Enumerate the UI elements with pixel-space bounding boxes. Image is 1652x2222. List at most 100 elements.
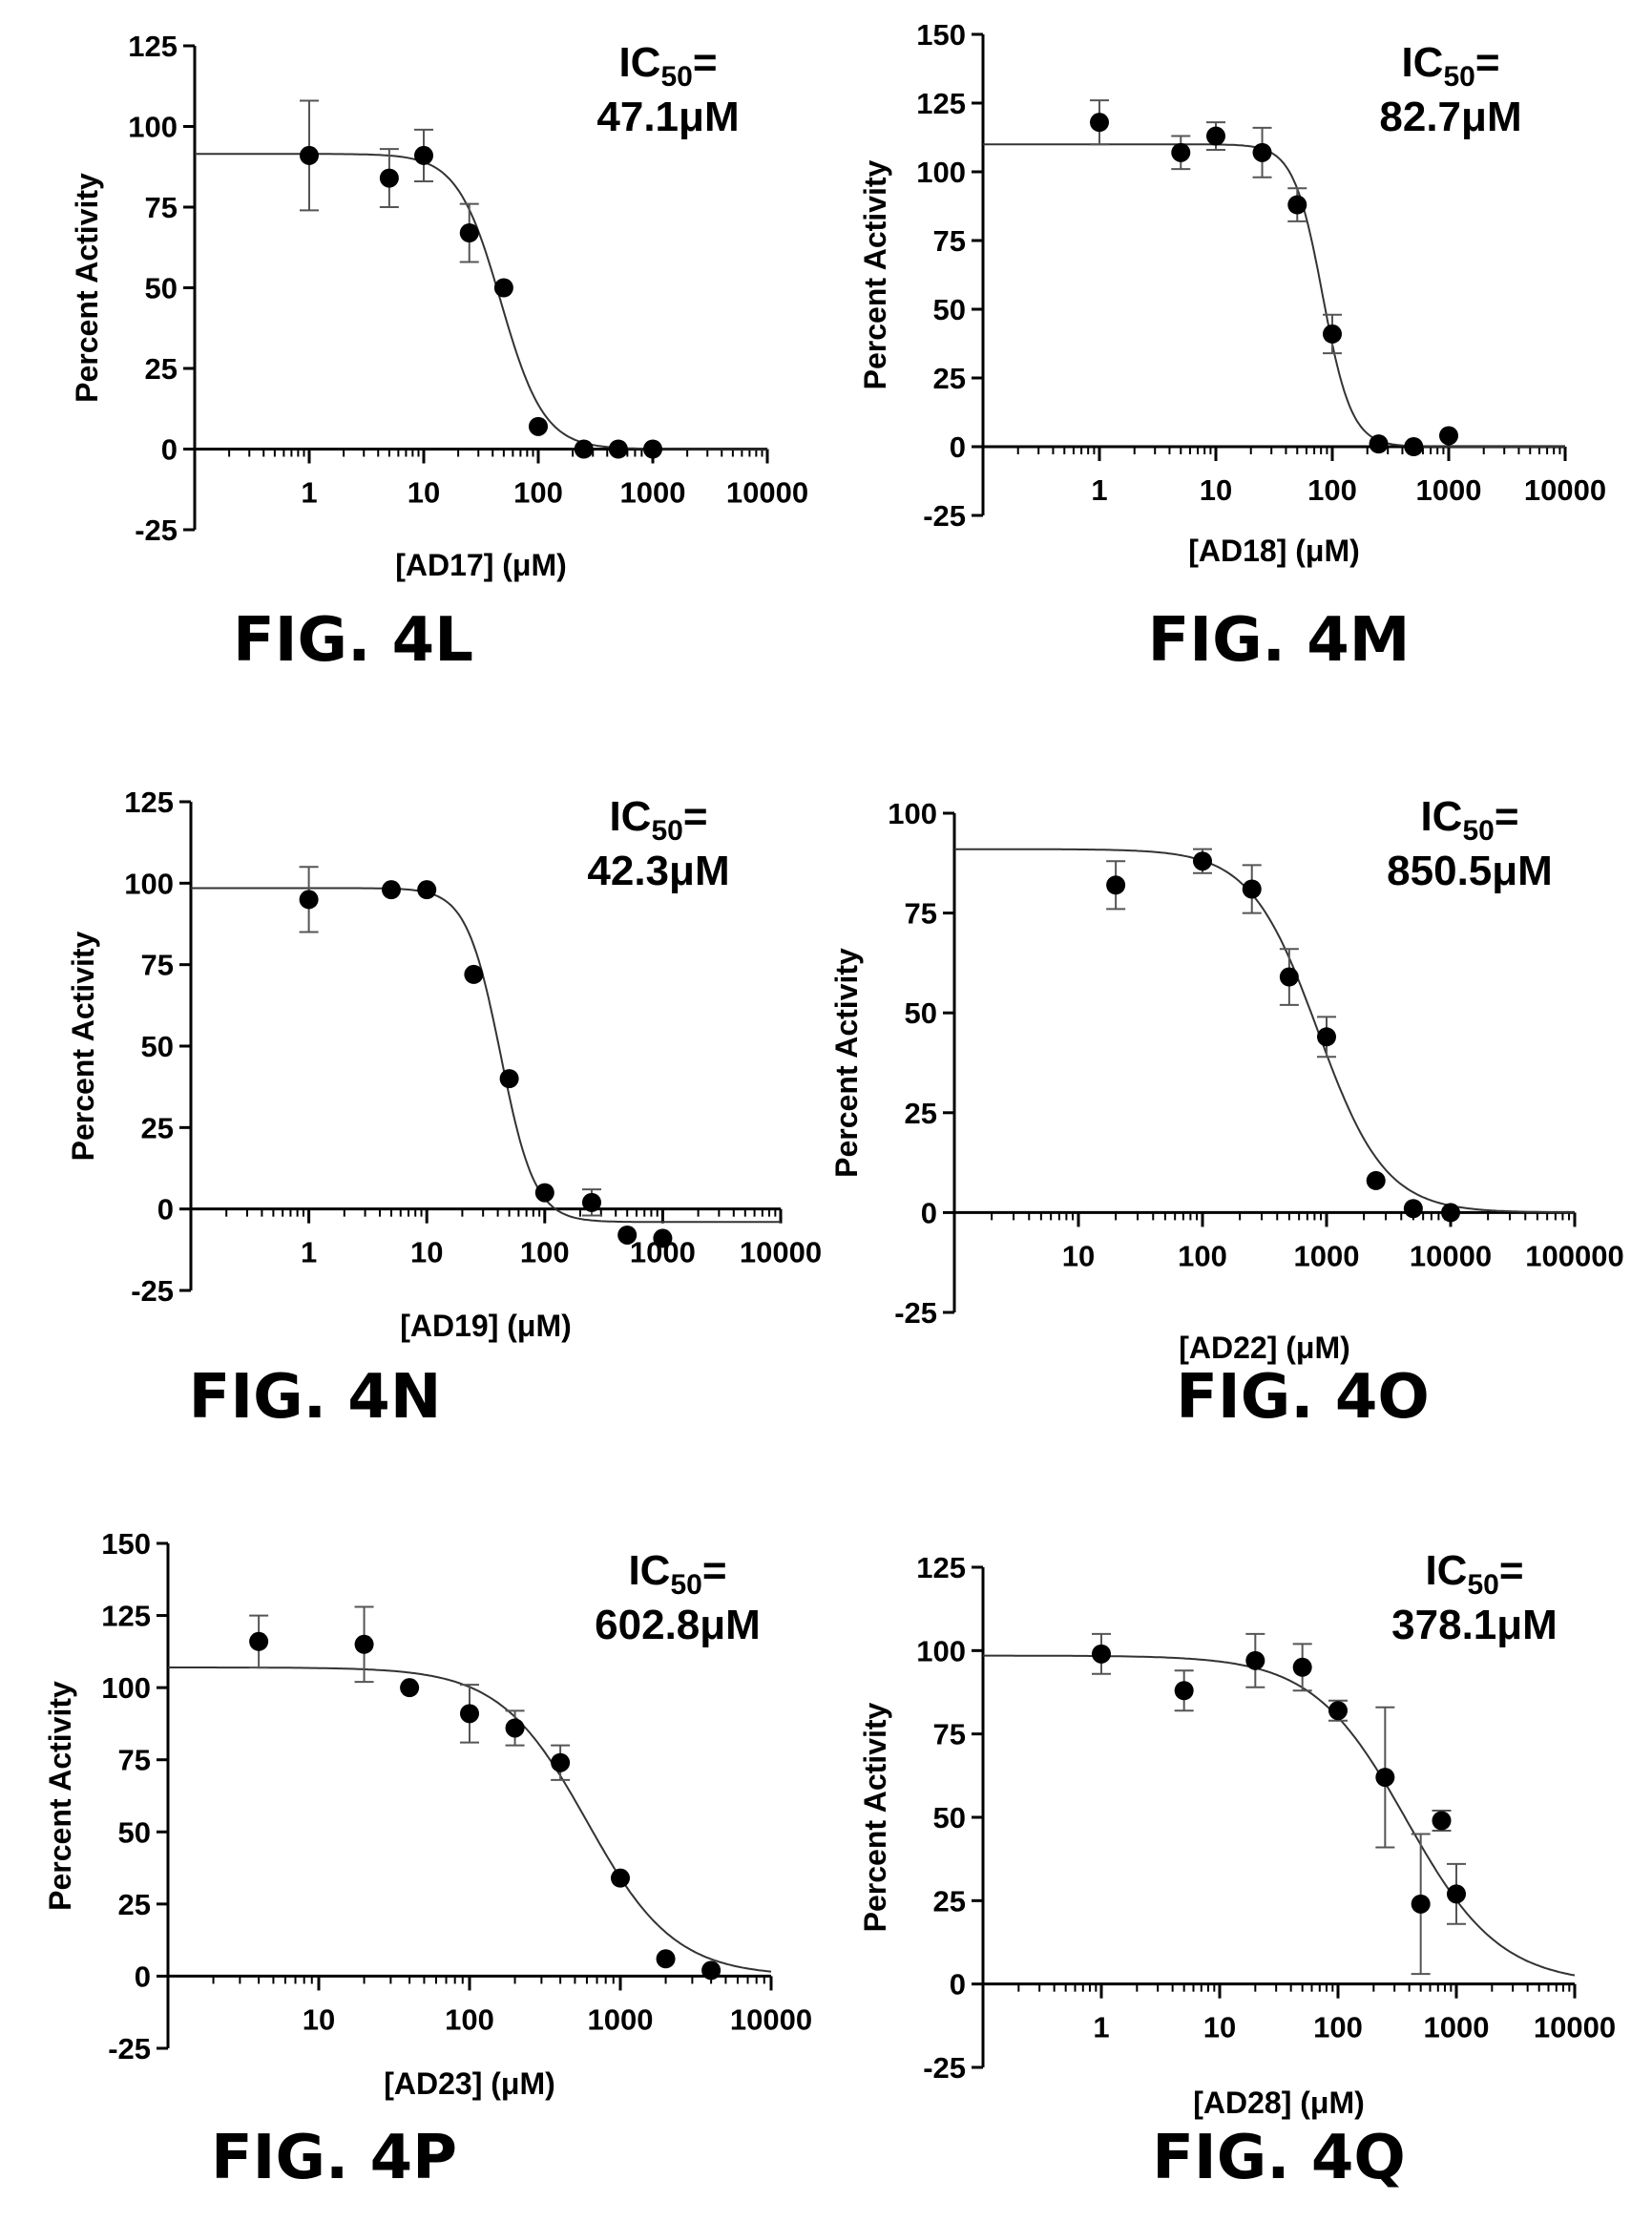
data-point <box>493 278 513 298</box>
y-tick-label: 100 <box>101 1671 151 1705</box>
y-axis-title: Percent Activity <box>43 1681 77 1911</box>
x-tick-label: 100 <box>1313 2011 1363 2044</box>
y-tick-label: 100 <box>916 1634 966 1667</box>
fit-curve <box>191 887 781 1224</box>
data-point <box>417 880 437 900</box>
y-tick-label: 150 <box>101 1527 151 1561</box>
ic50-value: 850.5μM <box>1387 848 1553 894</box>
y-tick-label: 75 <box>145 191 178 224</box>
data-point <box>1106 875 1126 895</box>
data-point <box>1375 1768 1395 1788</box>
y-tick-label: -25 <box>135 514 178 547</box>
x-tick-label: 10 <box>1062 1239 1095 1272</box>
y-axis-title: Percent Activity <box>829 948 864 1178</box>
y-tick-label: 125 <box>916 1551 966 1584</box>
y-tick-label: 75 <box>141 949 174 982</box>
x-axis-title: [AD19] (μM) <box>400 1309 572 1343</box>
data-point <box>400 1678 420 1698</box>
ic50-equals: = <box>702 1547 727 1594</box>
x-tick-label: 1 <box>301 1236 317 1269</box>
y-tick-label: 125 <box>128 30 178 63</box>
ic50-prefix: IC <box>628 1547 670 1594</box>
x-axis-title: [AD18] (μM) <box>1188 534 1360 568</box>
data-point <box>1174 1681 1194 1701</box>
ic50-label: IC50= <box>1401 39 1499 93</box>
data-point <box>1369 434 1389 454</box>
data-point <box>1439 426 1458 446</box>
x-tick-label: 10 <box>1203 2011 1236 2044</box>
y-tick-label: 25 <box>118 1888 151 1921</box>
x-tick-label: 10000 <box>726 476 808 510</box>
ic50-subscript: 50 <box>670 1569 701 1601</box>
y-tick-label: 100 <box>888 797 937 830</box>
y-axis-title: Percent Activity <box>858 159 892 389</box>
y-axis-title: Percent Activity <box>70 173 104 403</box>
data-point <box>1447 1884 1466 1904</box>
data-point <box>1193 851 1212 871</box>
data-point <box>1403 1199 1423 1219</box>
panel-4m: -25 0 25 50 75 100 125 150 1 10 100 1000 10000 [AD18]… <box>858 18 1606 676</box>
data-point <box>1279 967 1299 987</box>
x-tick-label: 100 <box>445 2002 494 2036</box>
ic50-value: 42.3μM <box>587 848 729 894</box>
y-tick-label: 0 <box>921 1196 937 1229</box>
data-point <box>1323 324 1342 344</box>
ic50-label: IC50= <box>609 793 707 847</box>
x-tick-label: 10000 <box>1524 473 1606 507</box>
data-point <box>1317 1027 1336 1047</box>
ic50-label: IC50= <box>1425 1547 1523 1601</box>
data-point <box>464 964 484 984</box>
y-tick-label: 150 <box>916 18 966 52</box>
data-point <box>1328 1701 1348 1721</box>
y-tick-label: 125 <box>101 1600 151 1633</box>
x-axis-title: [AD23] (μM) <box>384 2066 555 2101</box>
data-point <box>643 439 662 459</box>
x-tick-label: 100000 <box>1525 1239 1623 1272</box>
data-point <box>656 1949 676 1969</box>
y-tick-label: 125 <box>916 87 966 120</box>
ic50-equals: = <box>1475 39 1500 86</box>
ic50-subscript: 50 <box>1462 815 1494 847</box>
y-tick-label: 125 <box>124 786 174 819</box>
ic50-equals: = <box>1495 793 1519 840</box>
x-tick-label: 1000 <box>1424 2011 1490 2044</box>
figure-label: FIG. 4P <box>211 2123 457 2193</box>
fit-curve <box>954 848 1575 1214</box>
ic50-prefix: IC <box>1425 1547 1467 1594</box>
y-tick-label: 100 <box>916 156 966 189</box>
y-tick-label: 50 <box>933 1801 966 1834</box>
data-point <box>1092 1644 1111 1664</box>
y-tick-label: 25 <box>905 1097 937 1130</box>
ic50-prefix: IC <box>618 39 660 86</box>
y-tick-label: 100 <box>124 867 174 900</box>
y-tick-label: 100 <box>128 111 178 144</box>
panel-4l: -25 0 25 50 75 100 125 1 10 100 1000 10000 [AD17] (μ… <box>70 30 808 676</box>
x-tick-label: 1000 <box>620 476 686 510</box>
y-tick-label: 0 <box>950 430 966 464</box>
data-point <box>529 416 548 436</box>
ic50-equals: = <box>693 39 718 86</box>
fit-curve <box>983 143 1565 448</box>
y-tick-label: 50 <box>145 272 178 305</box>
data-point <box>381 880 401 900</box>
ic50-label: IC50= <box>1420 793 1518 847</box>
y-tick-label: 75 <box>118 1744 151 1777</box>
y-axis-title: Percent Activity <box>66 931 100 1161</box>
data-point <box>653 1228 673 1248</box>
y-tick-label: 75 <box>933 224 966 258</box>
x-tick-label: 10 <box>1200 473 1232 507</box>
y-tick-label: -25 <box>131 1274 174 1308</box>
x-tick-label: 1 <box>301 476 317 510</box>
data-point <box>581 1192 601 1212</box>
data-point <box>1252 142 1272 162</box>
ic50-value: 602.8μM <box>595 1602 761 1648</box>
ic50-value: 378.1μM <box>1391 1602 1558 1648</box>
y-tick-label: 0 <box>950 1968 966 2002</box>
x-axis-title: [AD28] (μM) <box>1193 2086 1365 2120</box>
y-tick-label: 75 <box>933 1718 966 1751</box>
y-tick-label: -25 <box>923 499 966 533</box>
ic50-subscript: 50 <box>1467 1569 1498 1601</box>
x-tick-label: 10000 <box>730 2002 812 2036</box>
